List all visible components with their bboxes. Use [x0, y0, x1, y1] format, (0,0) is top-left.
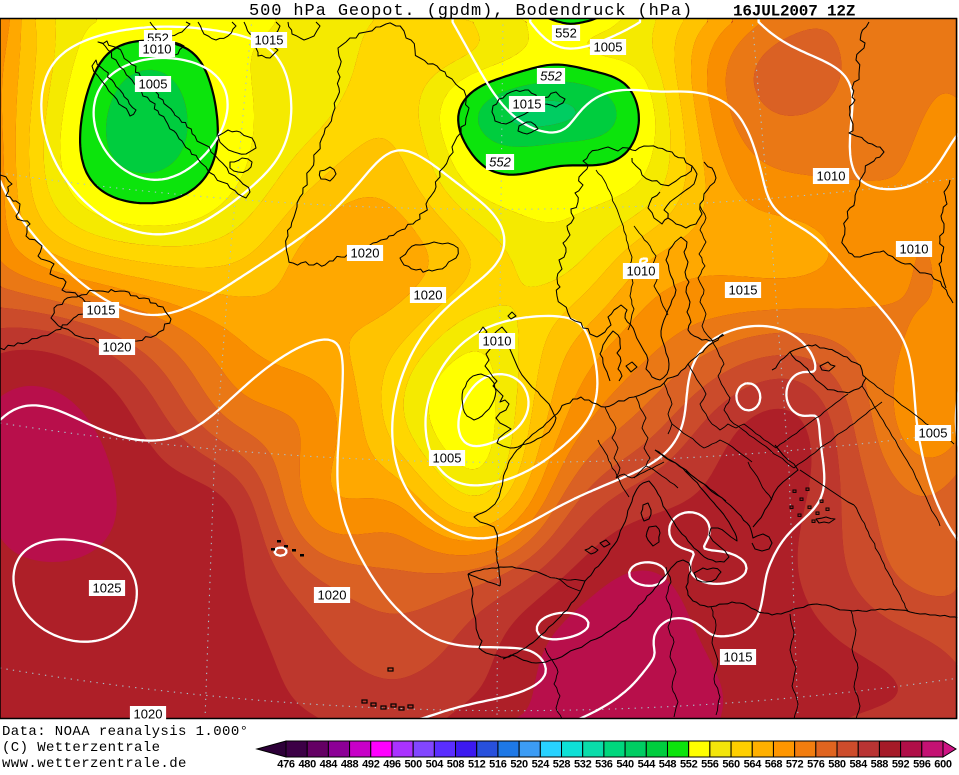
- svg-text:596: 596: [913, 758, 931, 770]
- svg-text:1015: 1015: [513, 97, 542, 112]
- svg-text:496: 496: [383, 758, 401, 770]
- svg-text:1010: 1010: [900, 242, 929, 257]
- svg-text:500 hPa Geopot. (gpdm), Bodend: 500 hPa Geopot. (gpdm), Bodendruck (hPa): [249, 2, 693, 21]
- svg-text:540: 540: [616, 758, 634, 770]
- svg-text:584: 584: [849, 758, 868, 770]
- svg-text:1020: 1020: [103, 340, 132, 355]
- svg-text:1015: 1015: [87, 303, 116, 318]
- svg-text:(C) Wetterzentrale: (C) Wetterzentrale: [2, 740, 160, 756]
- svg-text:www.wetterzentrale.de: www.wetterzentrale.de: [2, 756, 187, 770]
- svg-text:484: 484: [320, 758, 339, 770]
- svg-text:588: 588: [871, 758, 889, 770]
- svg-text:564: 564: [744, 758, 763, 770]
- svg-text:580: 580: [828, 758, 846, 770]
- svg-text:552: 552: [555, 26, 577, 41]
- svg-text:504: 504: [426, 758, 445, 770]
- svg-text:1010: 1010: [817, 169, 846, 184]
- svg-text:488: 488: [341, 758, 359, 770]
- svg-text:552: 552: [540, 69, 562, 84]
- svg-text:1005: 1005: [433, 451, 462, 466]
- svg-text:532: 532: [574, 758, 592, 770]
- svg-text:536: 536: [595, 758, 613, 770]
- svg-text:492: 492: [362, 758, 380, 770]
- svg-text:500: 500: [404, 758, 422, 770]
- svg-text:592: 592: [892, 758, 910, 770]
- svg-text:1015: 1015: [724, 650, 753, 665]
- svg-text:Data: NOAA reanalysis 1.000°: Data: NOAA reanalysis 1.000°: [2, 724, 248, 740]
- svg-text:1005: 1005: [594, 40, 623, 55]
- svg-text:600: 600: [934, 758, 952, 770]
- svg-text:476: 476: [277, 758, 295, 770]
- svg-text:1010: 1010: [483, 334, 512, 349]
- svg-text:1020: 1020: [351, 246, 380, 261]
- svg-text:520: 520: [510, 758, 528, 770]
- svg-text:556: 556: [701, 758, 719, 770]
- svg-text:508: 508: [447, 758, 465, 770]
- svg-text:568: 568: [765, 758, 783, 770]
- svg-text:1020: 1020: [134, 707, 163, 722]
- svg-text:560: 560: [722, 758, 740, 770]
- svg-text:1005: 1005: [919, 426, 948, 441]
- svg-text:548: 548: [659, 758, 677, 770]
- svg-text:512: 512: [468, 758, 486, 770]
- svg-text:524: 524: [532, 758, 551, 770]
- svg-text:1015: 1015: [729, 283, 758, 298]
- svg-text:552: 552: [680, 758, 698, 770]
- svg-text:1015: 1015: [255, 33, 284, 48]
- svg-text:544: 544: [638, 758, 657, 770]
- svg-text:1020: 1020: [414, 288, 443, 303]
- svg-text:552: 552: [489, 155, 511, 170]
- svg-text:1010: 1010: [627, 264, 656, 279]
- svg-text:1005: 1005: [139, 77, 168, 92]
- svg-text:572: 572: [786, 758, 804, 770]
- svg-text:1010: 1010: [143, 42, 172, 57]
- svg-text:1020: 1020: [318, 588, 347, 603]
- svg-text:516: 516: [489, 758, 507, 770]
- svg-text:576: 576: [807, 758, 825, 770]
- svg-text:528: 528: [553, 758, 571, 770]
- svg-text:16JUL2007 12Z: 16JUL2007 12Z: [733, 3, 855, 21]
- svg-text:480: 480: [298, 758, 316, 770]
- svg-text:1025: 1025: [93, 581, 122, 596]
